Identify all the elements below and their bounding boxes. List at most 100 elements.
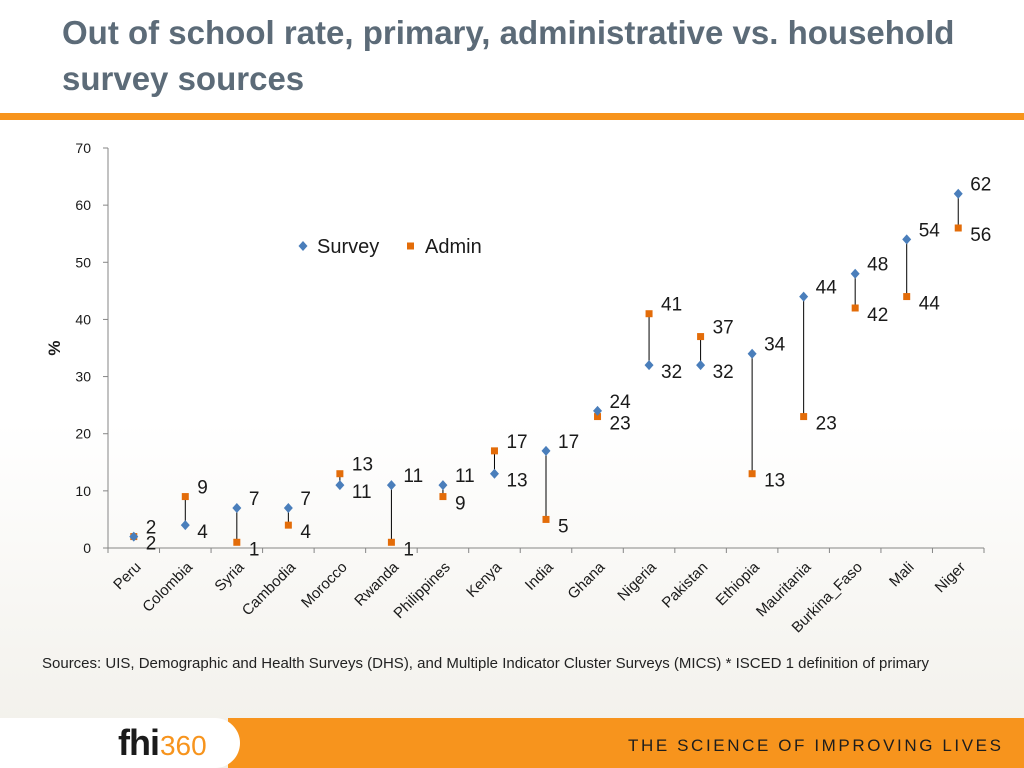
survey-data-label: 62 [970,175,991,196]
admin-point [336,470,344,478]
legend-admin-marker [407,242,414,250]
legend-admin-label: Admin [425,236,482,258]
admin-point [439,493,447,501]
survey-point [232,503,242,513]
survey-point [953,188,963,199]
admin-point [284,521,292,529]
x-tick-label: India [522,558,557,593]
admin-data-label: 44 [919,294,941,315]
fhi360-logo: fhi 360 [118,722,207,766]
admin-data-label: 56 [970,225,991,246]
x-tick-label: Morocco [298,559,351,612]
admin-data-label: 9 [455,494,466,515]
y-tick-label: 40 [75,311,91,327]
admin-data-label: 5 [558,516,569,537]
x-tick-label: Colombia [139,558,196,615]
survey-point [489,468,499,479]
y-tick-label: 20 [75,426,91,442]
survey-data-label: 11 [352,482,372,503]
survey-point [180,520,190,531]
survey-point [335,480,345,491]
footer-tagline: THE SCIENCE OF IMPROVING LIVES [628,736,1004,755]
admin-data-label: 13 [352,455,373,476]
survey-point [438,480,448,491]
survey-data-label: 32 [661,362,682,383]
x-tick-label: Ethiopia [713,558,764,609]
y-tick-label: 0 [83,540,91,556]
x-tick-label: Syria [211,558,248,595]
survey-data-label: 24 [610,392,632,413]
admin-data-label: 41 [661,295,682,316]
footer-band [228,718,1024,768]
survey-data-label: 7 [249,489,260,510]
x-tick-label: Peru [110,559,144,593]
admin-point [903,293,911,301]
survey-point [386,480,396,491]
admin-point [697,333,705,341]
survey-data-label: 54 [919,220,941,241]
y-tick-label: 60 [75,197,91,213]
survey-point [283,503,293,513]
x-tick-label: Ghana [564,558,608,602]
survey-data-label: 44 [816,278,838,299]
survey-point [644,360,654,371]
x-tick-label: Niger [932,559,969,596]
admin-data-label: 1 [249,539,260,560]
x-tick-label: Pakistan [659,559,712,612]
survey-point [696,360,706,371]
admin-point [748,470,756,478]
survey-data-label: 11 [403,466,423,487]
admin-point [387,538,395,546]
admin-data-label: 17 [506,432,527,453]
admin-data-label: 9 [197,478,208,499]
survey-point [850,268,860,279]
admin-data-label: 42 [867,305,888,326]
survey-data-label: 34 [764,335,786,356]
logo-text-fhi: fhi [118,722,160,763]
x-tick-label: Nigeria [614,558,660,604]
admin-data-label: 2 [146,534,157,555]
x-tick-label: Philippines [390,559,453,622]
admin-data-label: 1 [403,539,414,560]
survey-point [902,234,912,245]
admin-data-label: 23 [610,414,631,435]
admin-data-label: 37 [713,318,734,339]
survey-data-label: 2 [146,518,157,539]
sources-note: Sources: UIS, Demographic and Health Sur… [42,655,929,672]
admin-point [954,224,962,232]
legend-survey-marker [298,241,308,251]
survey-data-label: 11 [455,466,475,487]
y-tick-label: 10 [75,483,91,499]
page-title: Out of school rate, primary, administrat… [62,14,955,97]
survey-data-label: 48 [867,255,888,276]
admin-point [645,310,653,318]
admin-data-label: 13 [764,471,785,492]
survey-point [799,291,809,302]
admin-point [542,515,550,523]
admin-point [490,447,498,455]
x-tick-label: Rwanda [351,558,402,609]
title-divider [0,113,1024,120]
x-tick-label: Cambodia [239,558,300,619]
survey-point [541,445,551,456]
admin-point [233,538,241,546]
survey-data-label: 32 [713,362,734,383]
survey-data-label: 17 [558,432,579,453]
legend-survey-label: Survey [317,236,379,258]
admin-point [800,413,808,421]
admin-data-label: 4 [300,522,311,543]
survey-data-label: 13 [506,471,527,492]
x-tick-label: Mali [886,559,917,590]
y-axis-title: % [45,340,64,355]
survey-point [593,405,603,416]
admin-data-label: 23 [816,414,837,435]
y-tick-label: 30 [75,369,91,385]
survey-point [747,348,757,359]
footer-logo-panel [0,718,240,768]
survey-point [129,531,139,542]
admin-point [181,493,189,501]
survey-data-label: 7 [300,489,311,510]
survey-data-label: 4 [197,522,208,543]
admin-point [851,304,859,312]
